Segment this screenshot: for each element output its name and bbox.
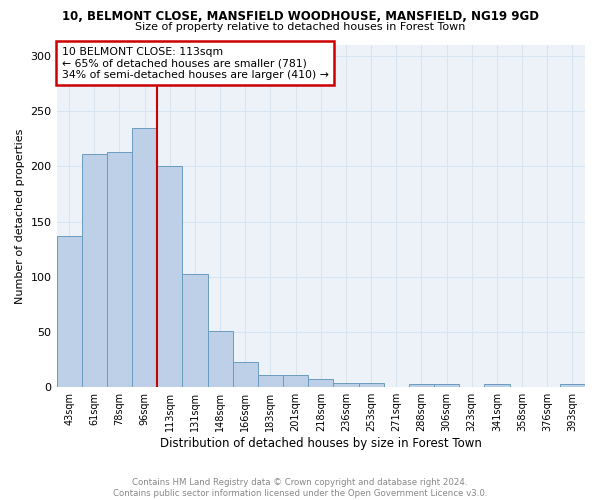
- Bar: [107, 152, 132, 387]
- X-axis label: Distribution of detached houses by size in Forest Town: Distribution of detached houses by size …: [160, 437, 482, 450]
- Bar: [132, 128, 157, 387]
- Bar: [308, 380, 334, 387]
- Text: 10, BELMONT CLOSE, MANSFIELD WOODHOUSE, MANSFIELD, NG19 9GD: 10, BELMONT CLOSE, MANSFIELD WOODHOUSE, …: [62, 10, 539, 23]
- Bar: [182, 274, 208, 387]
- Bar: [208, 331, 233, 387]
- Bar: [484, 384, 509, 387]
- Bar: [82, 154, 107, 387]
- Text: Contains HM Land Registry data © Crown copyright and database right 2024.
Contai: Contains HM Land Registry data © Crown c…: [113, 478, 487, 498]
- Bar: [157, 166, 182, 387]
- Bar: [334, 383, 359, 387]
- Bar: [233, 362, 258, 387]
- Text: 10 BELMONT CLOSE: 113sqm
← 65% of detached houses are smaller (781)
34% of semi-: 10 BELMONT CLOSE: 113sqm ← 65% of detach…: [62, 46, 329, 80]
- Bar: [359, 383, 383, 387]
- Bar: [409, 384, 434, 387]
- Bar: [283, 375, 308, 387]
- Bar: [258, 375, 283, 387]
- Bar: [56, 236, 82, 387]
- Y-axis label: Number of detached properties: Number of detached properties: [15, 128, 25, 304]
- Bar: [434, 384, 459, 387]
- Bar: [560, 384, 585, 387]
- Text: Size of property relative to detached houses in Forest Town: Size of property relative to detached ho…: [135, 22, 465, 32]
